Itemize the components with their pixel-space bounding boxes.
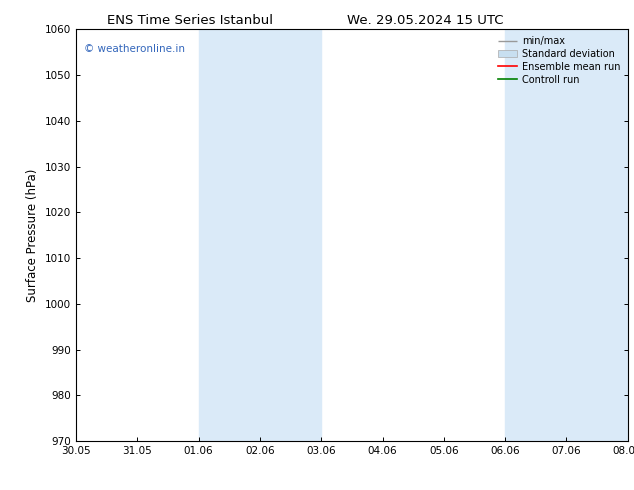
Text: © weatheronline.in: © weatheronline.in <box>84 44 185 54</box>
Legend: min/max, Standard deviation, Ensemble mean run, Controll run: min/max, Standard deviation, Ensemble me… <box>496 34 623 87</box>
Text: ENS Time Series Istanbul: ENS Time Series Istanbul <box>107 14 273 27</box>
Bar <box>505 29 628 441</box>
Bar <box>198 29 321 441</box>
Text: We. 29.05.2024 15 UTC: We. 29.05.2024 15 UTC <box>347 14 503 27</box>
Y-axis label: Surface Pressure (hPa): Surface Pressure (hPa) <box>27 169 39 302</box>
